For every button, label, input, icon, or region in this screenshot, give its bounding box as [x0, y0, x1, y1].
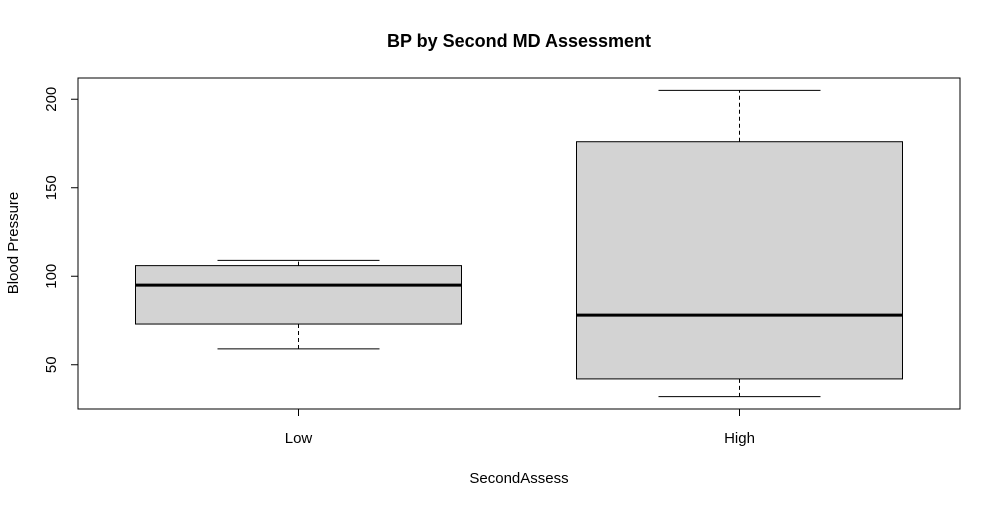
x-axis-label: SecondAssess [469, 470, 568, 487]
iqr-box-low [135, 265, 462, 325]
y-tick-label-50: 50 [43, 356, 60, 373]
chart-title: BP by Second MD Assessment [387, 31, 651, 51]
x-tick-label-low: Low [285, 430, 313, 447]
x-tick-label-high: High [724, 430, 755, 447]
box-high [576, 89, 903, 398]
y-tick-label-100: 100 [43, 264, 60, 289]
y-tick-label-150: 150 [43, 175, 60, 200]
box-low [135, 259, 462, 350]
y-tick-label-200: 200 [43, 87, 60, 112]
y-axis-label: Blood Pressure [5, 192, 22, 295]
iqr-box-high [576, 141, 903, 380]
